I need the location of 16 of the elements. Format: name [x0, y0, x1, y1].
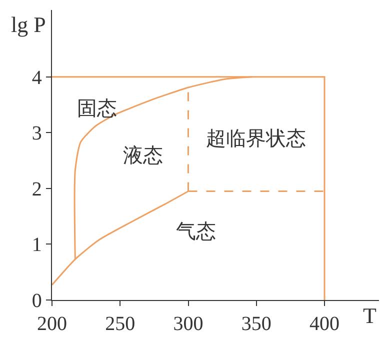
- y-axis-title: lg P: [11, 12, 46, 37]
- annotation: 液态: [123, 143, 163, 167]
- annotation: 固态: [77, 96, 117, 120]
- y-tick-label: 3: [32, 122, 42, 145]
- annotation: 气态: [176, 219, 216, 243]
- x-axis-title: T: [363, 303, 377, 328]
- x-tick-label: 250: [105, 313, 136, 336]
- x-tick-label: 300: [173, 313, 204, 336]
- y-tick-label: 0: [32, 290, 42, 312]
- x-tick-label: 350: [241, 313, 272, 336]
- y-tick-label: 1: [32, 234, 42, 256]
- x-tick-label: 200: [37, 313, 67, 336]
- x-tick-label: 400: [310, 313, 340, 336]
- y-tick-label: 4: [32, 66, 42, 89]
- annotation: 超临界状态: [206, 126, 306, 150]
- y-tick-label: 2: [32, 178, 42, 200]
